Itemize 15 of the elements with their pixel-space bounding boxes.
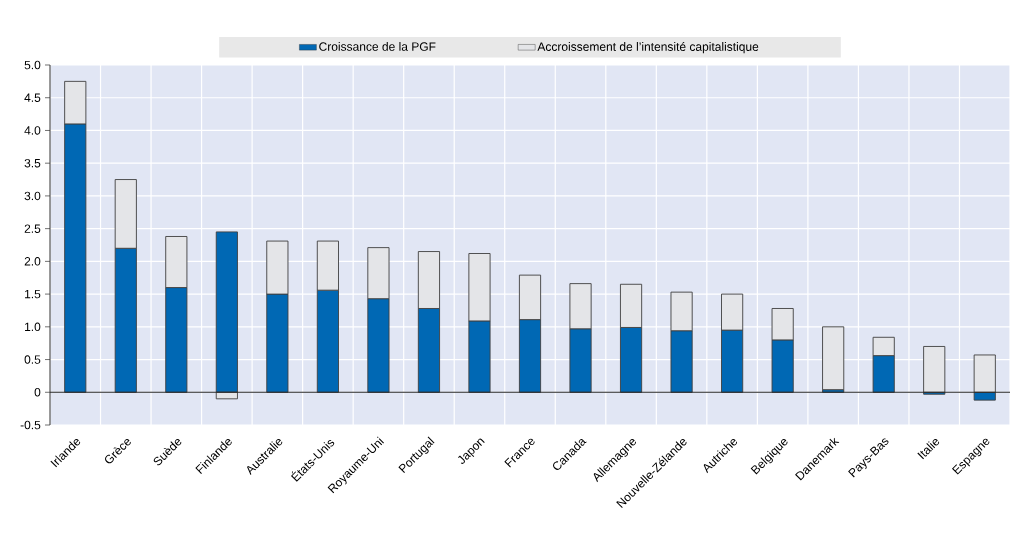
x-tick-label: Italie <box>917 438 940 460</box>
y-tick-label: 0 <box>34 388 41 397</box>
y-tick-label: -0.5 <box>20 420 41 430</box>
y-tick-label: 4.0 <box>24 126 41 135</box>
y-tick-label: 0.5 <box>24 355 41 364</box>
y-tick-label: 3.0 <box>24 191 41 201</box>
y-tick-label: 2.5 <box>24 224 41 233</box>
y-tick-label: 5.0 <box>24 60 41 70</box>
y-tick-label: 4.5 <box>24 93 41 102</box>
legend-label: Accroissement de l’intensité capitalistique <box>537 41 759 54</box>
y-tick-label: 2.0 <box>24 257 41 266</box>
legend-label: Croissance de la PGF <box>319 42 436 51</box>
y-tick-label: 3.5 <box>24 158 41 168</box>
y-tick-label: 1.5 <box>25 289 41 299</box>
y-tick-label: 1.0 <box>25 322 41 332</box>
